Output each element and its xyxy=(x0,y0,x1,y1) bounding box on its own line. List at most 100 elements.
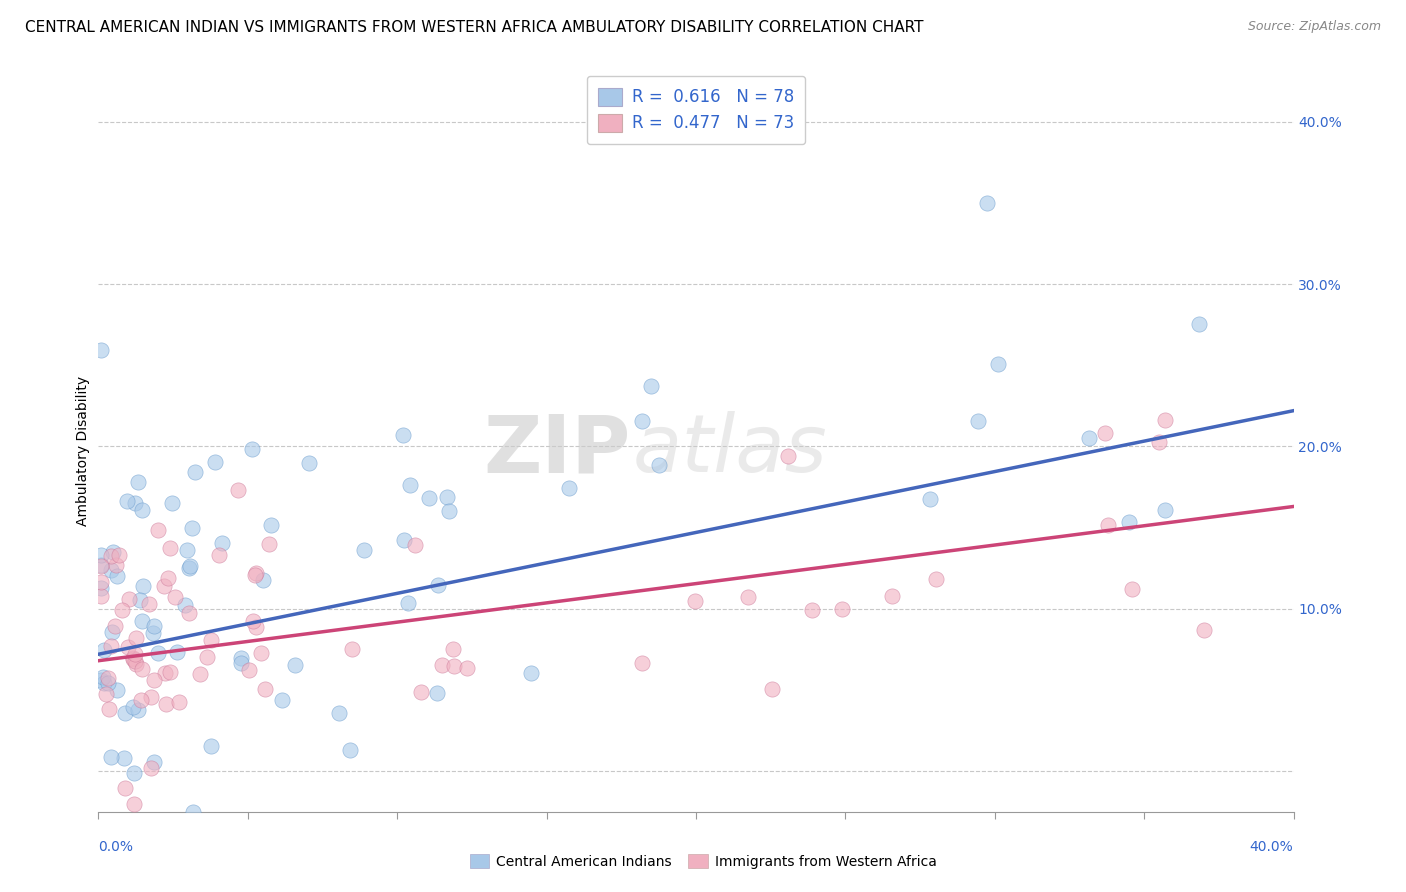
Point xyxy=(100,563,122,577)
Point xyxy=(245,620,267,634)
Point xyxy=(105,569,128,583)
Point xyxy=(880,589,903,603)
Point xyxy=(127,703,149,717)
Point xyxy=(558,481,581,495)
Point xyxy=(148,646,170,660)
Point xyxy=(124,647,146,661)
Point xyxy=(153,579,176,593)
Point xyxy=(456,661,478,675)
Point xyxy=(129,693,152,707)
Point xyxy=(131,614,153,628)
Point xyxy=(1194,623,1216,637)
Point xyxy=(399,478,422,492)
Point xyxy=(90,582,112,596)
Legend: Central American Indians, Immigrants from Western Africa: Central American Indians, Immigrants fro… xyxy=(464,848,942,874)
Point xyxy=(139,761,162,775)
Text: Source: ZipAtlas.com: Source: ZipAtlas.com xyxy=(1247,20,1381,33)
Point xyxy=(630,656,652,670)
Point xyxy=(114,780,136,795)
Point xyxy=(396,596,419,610)
Point xyxy=(778,450,800,464)
Point xyxy=(1187,317,1209,331)
Point xyxy=(146,523,169,537)
Point xyxy=(155,697,177,711)
Point xyxy=(685,594,707,608)
Point xyxy=(238,663,260,677)
Point xyxy=(640,379,662,393)
Point xyxy=(430,658,453,673)
Point xyxy=(122,797,145,811)
Point xyxy=(97,701,120,715)
Point xyxy=(112,751,135,765)
Point xyxy=(143,619,166,633)
Point xyxy=(1147,434,1170,449)
Point xyxy=(117,640,139,654)
Point xyxy=(259,517,281,532)
Point xyxy=(93,866,115,880)
Point xyxy=(404,538,426,552)
Point xyxy=(427,578,450,592)
Point xyxy=(800,603,823,617)
Point xyxy=(284,658,307,673)
Point xyxy=(328,706,350,721)
Point xyxy=(90,558,112,573)
Point xyxy=(441,642,464,657)
Point xyxy=(90,548,112,562)
Point xyxy=(761,681,783,696)
Point xyxy=(131,662,153,676)
Point xyxy=(208,548,231,562)
Point xyxy=(93,675,115,690)
Point xyxy=(184,465,207,479)
Point xyxy=(143,756,166,770)
Point xyxy=(245,566,267,580)
Point xyxy=(392,533,415,547)
Point xyxy=(426,686,449,700)
Point xyxy=(118,592,141,607)
Point xyxy=(101,625,124,640)
Point xyxy=(94,687,117,701)
Point xyxy=(340,642,363,657)
Point xyxy=(176,542,198,557)
Point xyxy=(107,683,129,698)
Point xyxy=(631,413,654,427)
Point xyxy=(174,599,197,613)
Point xyxy=(339,742,361,756)
Point xyxy=(159,665,181,679)
Point xyxy=(100,750,122,764)
Point xyxy=(391,428,413,442)
Point xyxy=(1097,518,1119,533)
Point xyxy=(443,658,465,673)
Point xyxy=(166,645,188,659)
Point xyxy=(90,589,112,603)
Point xyxy=(181,521,204,535)
Point xyxy=(252,573,274,587)
Point xyxy=(104,619,127,633)
Point xyxy=(90,343,112,358)
Point xyxy=(200,739,222,753)
Point xyxy=(127,475,149,490)
Point xyxy=(129,593,152,607)
Point xyxy=(138,597,160,611)
Point xyxy=(987,357,1010,371)
Text: 40.0%: 40.0% xyxy=(1250,840,1294,855)
Point xyxy=(100,549,122,563)
Point xyxy=(437,504,460,518)
Point xyxy=(142,626,165,640)
Point xyxy=(229,651,252,665)
Point xyxy=(124,654,146,668)
Point xyxy=(155,665,177,680)
Point xyxy=(108,549,131,563)
Y-axis label: Ambulatory Disability: Ambulatory Disability xyxy=(76,376,90,525)
Point xyxy=(179,606,201,620)
Text: ZIP: ZIP xyxy=(484,411,630,490)
Point xyxy=(195,649,218,664)
Point xyxy=(125,657,148,672)
Point xyxy=(122,700,145,714)
Point xyxy=(1154,503,1177,517)
Point xyxy=(831,602,853,616)
Point xyxy=(418,491,440,505)
Point xyxy=(101,545,124,559)
Point xyxy=(976,195,998,210)
Point xyxy=(90,575,112,590)
Point xyxy=(114,706,136,721)
